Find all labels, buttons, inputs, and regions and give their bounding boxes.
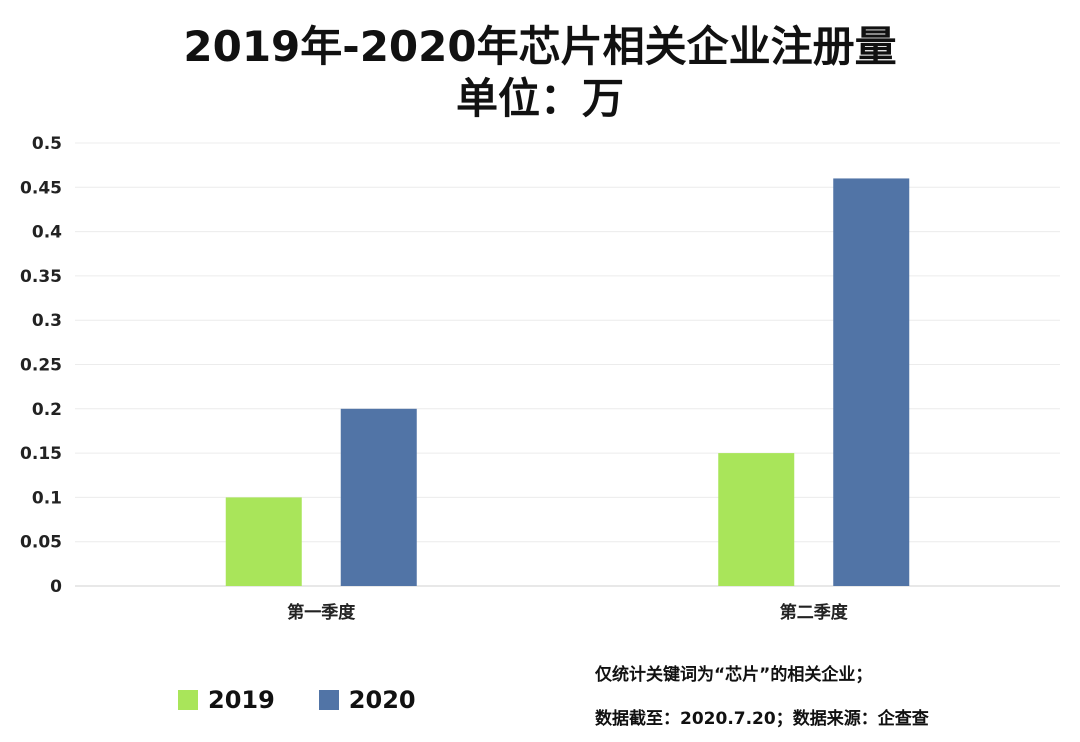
bar-2020-2 — [833, 178, 910, 586]
x-tick-label: 第一季度 — [287, 602, 356, 623]
bar-2019-1 — [225, 497, 302, 586]
y-tick-label: 0.3 — [32, 311, 62, 331]
y-tick-label: 0.5 — [32, 134, 62, 154]
legend-label: 2019 — [208, 686, 275, 714]
footnote-source: 数据截至：2020.7.20；数据来源：企查查 — [595, 709, 929, 729]
legend-swatch — [178, 690, 198, 710]
footnote-scope: 仅统计关键词为“芯片”的相关企业； — [595, 665, 873, 685]
legend-item-2019: 2019 — [178, 686, 275, 714]
chart-title: 2019年-2020年芯片相关企业注册量 — [183, 22, 897, 71]
y-tick-label: 0 — [50, 577, 62, 597]
legend-swatch — [318, 690, 339, 710]
y-tick-label: 0.2 — [32, 400, 62, 420]
y-tick-label: 0.25 — [20, 356, 62, 376]
bar-2020-1 — [340, 408, 417, 586]
y-tick-label: 0.45 — [20, 178, 62, 198]
y-tick-label: 0.15 — [20, 444, 62, 464]
y-tick-label: 0.35 — [20, 267, 62, 287]
y-tick-label: 0.4 — [32, 223, 62, 243]
y-tick-label: 0.05 — [20, 533, 62, 553]
legend-label: 2020 — [348, 686, 416, 714]
y-tick-label: 0.1 — [32, 488, 62, 508]
bar-2019-2 — [718, 453, 795, 586]
x-tick-label: 第二季度 — [780, 602, 849, 623]
legend-item-2020: 2020 — [318, 686, 416, 714]
legend: 2019 2020 — [178, 686, 460, 714]
chart-subtitle: 单位：万 — [455, 74, 624, 123]
